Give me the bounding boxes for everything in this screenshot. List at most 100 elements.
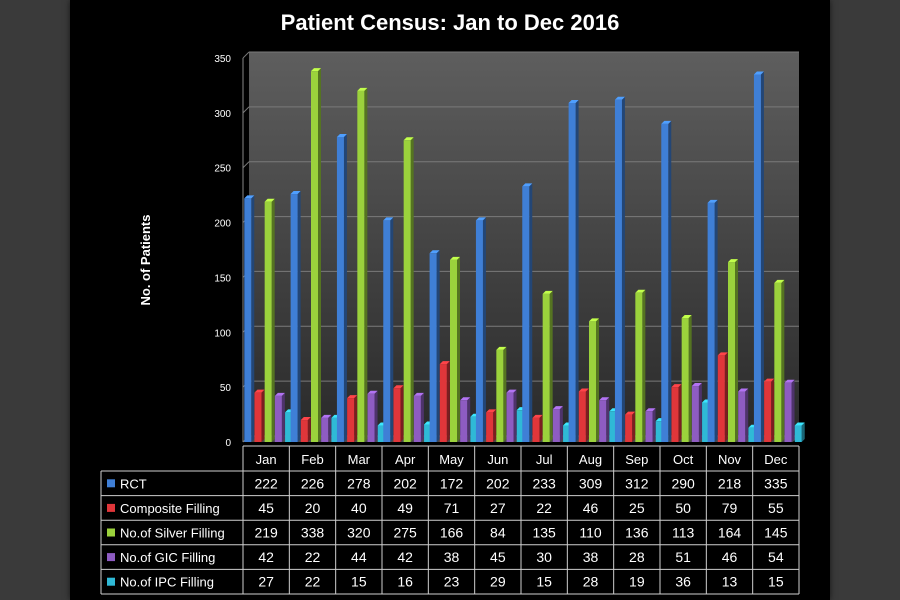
bar — [728, 262, 735, 442]
bar — [599, 400, 607, 442]
legend-swatch — [107, 503, 115, 512]
bar-top — [429, 250, 440, 254]
bar — [429, 253, 437, 442]
bar-side — [724, 352, 728, 442]
y-tick-label: 0 — [225, 438, 231, 449]
bar-side — [781, 279, 785, 442]
bar-side — [343, 133, 347, 442]
bar — [552, 409, 560, 442]
x-tick-label: Jun — [487, 452, 508, 467]
bar-side — [596, 318, 599, 442]
data-label: 15 — [351, 574, 367, 590]
bar-side — [621, 96, 625, 442]
bar-top — [496, 346, 507, 350]
x-tick-label: May — [439, 452, 464, 467]
bar — [496, 349, 504, 442]
bar-top — [450, 256, 460, 260]
data-label: 202 — [393, 475, 417, 491]
bar-top — [589, 318, 599, 322]
x-tick-label: Apr — [395, 452, 416, 467]
bar-side — [668, 120, 672, 442]
bar — [532, 417, 540, 442]
data-label: 290 — [671, 475, 695, 491]
bar — [311, 71, 318, 442]
gridline-depth — [242, 106, 250, 114]
x-tick-label: Mar — [348, 452, 371, 467]
bar-top — [794, 422, 805, 426]
data-label: 320 — [347, 525, 371, 541]
bar — [450, 259, 457, 442]
legend-label: Composite Filling — [120, 501, 220, 516]
bar — [764, 381, 772, 442]
y-tick-label: 350 — [214, 54, 231, 65]
data-label: 226 — [301, 475, 325, 491]
bar — [717, 355, 725, 442]
bar-side — [678, 384, 682, 442]
bar-top — [506, 389, 517, 393]
data-label: 45 — [258, 500, 274, 516]
bar-side — [698, 383, 702, 442]
bar-side — [606, 397, 610, 442]
chart-title: Patient Census: Jan to Dec 2016 — [280, 10, 620, 35]
bar — [424, 424, 432, 442]
data-label: 55 — [768, 500, 784, 516]
legend-label: No.of GIC Filling — [120, 550, 215, 565]
bar-top — [321, 414, 332, 418]
data-label: 36 — [675, 574, 691, 590]
bar-side — [467, 397, 471, 442]
bar-side — [642, 289, 646, 442]
bar — [460, 400, 468, 442]
bar — [645, 411, 653, 442]
bar — [578, 391, 586, 442]
data-label: 16 — [397, 574, 413, 590]
bar-side — [307, 417, 311, 442]
bar-side — [529, 183, 533, 442]
bar — [336, 136, 344, 442]
bar-side — [771, 378, 775, 442]
data-label: 19 — [629, 574, 645, 590]
bar-side — [632, 411, 636, 442]
data-label: 278 — [347, 475, 371, 491]
bar — [244, 198, 252, 442]
bar — [347, 398, 355, 442]
data-label: 30 — [536, 549, 552, 565]
data-label: 22 — [305, 574, 321, 590]
bar-top — [753, 71, 764, 75]
bar — [635, 292, 643, 442]
bar — [681, 318, 689, 442]
data-label: 136 — [625, 525, 649, 541]
data-label: 23 — [444, 574, 460, 590]
bar — [470, 416, 478, 442]
data-label: 335 — [764, 475, 788, 491]
bar-side — [281, 392, 285, 442]
x-tick-label: Jul — [536, 452, 553, 467]
data-label: 222 — [254, 475, 278, 491]
bar — [738, 391, 746, 442]
data-label: 135 — [532, 525, 556, 541]
bar-side — [791, 379, 795, 442]
bar — [784, 382, 792, 442]
x-tick-label: Sep — [625, 452, 648, 467]
bar-top — [661, 120, 672, 124]
bar-side — [801, 422, 805, 442]
bar-top — [254, 389, 265, 393]
bar-top — [311, 68, 321, 72]
bar — [506, 392, 514, 442]
bar — [625, 414, 633, 442]
bar-top — [764, 378, 775, 382]
data-label: 44 — [351, 549, 367, 565]
bar-top — [244, 195, 255, 199]
bar-side — [328, 414, 332, 442]
bar-side — [354, 395, 358, 442]
data-label: 71 — [444, 500, 460, 516]
bar — [542, 293, 550, 442]
data-label: 13 — [722, 574, 738, 590]
bar — [264, 201, 272, 442]
data-label: 49 — [397, 500, 413, 516]
bar — [568, 102, 576, 443]
bar-top — [691, 383, 702, 387]
data-label: 50 — [675, 500, 691, 516]
bar-top — [578, 388, 589, 392]
bar-side — [539, 414, 543, 442]
data-label: 84 — [490, 525, 506, 541]
